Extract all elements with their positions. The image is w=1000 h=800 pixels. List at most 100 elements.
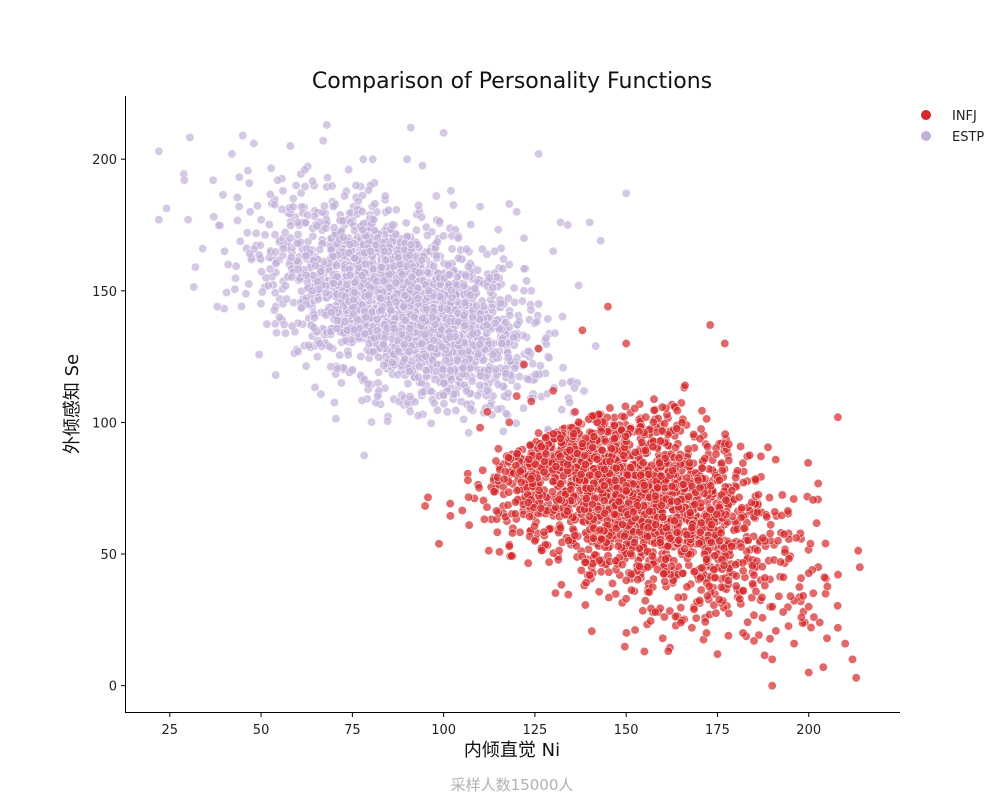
scatter-point-infj <box>504 541 514 551</box>
scatter-point-infj <box>778 572 788 582</box>
scatter-point-infj <box>526 396 536 406</box>
scatter-point-infj <box>539 467 549 477</box>
scatter-point-infj <box>685 458 695 468</box>
scatter-point-infj <box>650 491 660 501</box>
scatter-point-infj <box>726 541 736 551</box>
scatter-point-estp <box>209 212 219 222</box>
scatter-point-infj <box>638 606 648 616</box>
scatter-point-estp <box>329 223 339 233</box>
scatter-point-estp <box>369 225 379 235</box>
scatter-point-estp <box>534 149 544 159</box>
scatter-point-infj <box>649 394 659 404</box>
scatter-point-infj <box>643 562 653 572</box>
scatter-point-infj <box>597 445 607 455</box>
scatter-point-infj <box>789 639 799 649</box>
scatter-point-estp <box>418 314 428 324</box>
scatter-point-estp <box>490 318 500 328</box>
scatter-point-estp <box>476 371 486 381</box>
scatter-point-estp <box>312 352 322 362</box>
scatter-point-estp <box>360 329 370 339</box>
scatter-point-estp <box>501 317 511 327</box>
scatter-point-infj <box>659 569 669 579</box>
scatter-point-infj <box>607 444 617 454</box>
scatter-point-infj <box>696 518 706 528</box>
scatter-point-infj <box>550 588 560 598</box>
scatter-point-estp <box>220 246 230 256</box>
scatter-point-infj <box>749 570 759 580</box>
scatter-point-estp <box>432 251 442 261</box>
scatter-point-estp <box>473 349 483 359</box>
scatter-point-estp <box>278 186 288 196</box>
scatter-point-infj <box>600 508 610 518</box>
scatter-point-estp <box>473 265 483 275</box>
scatter-point-infj <box>587 626 597 636</box>
scatter-point-estp <box>406 123 416 133</box>
scatter-point-estp <box>256 215 266 225</box>
scatter-point-estp <box>541 333 551 343</box>
scatter-point-estp <box>444 270 454 280</box>
scatter-point-infj <box>767 681 777 691</box>
scatter-point-estp <box>293 264 303 274</box>
scatter-point-infj <box>621 575 631 585</box>
scatter-point-infj <box>554 546 564 556</box>
scatter-point-estp <box>234 172 244 182</box>
scatter-point-infj <box>812 518 822 528</box>
scatter-point-estp <box>522 276 532 286</box>
y-tick-label: 0 <box>109 680 117 695</box>
scatter-point-infj <box>626 585 636 595</box>
scatter-point-infj <box>594 555 604 565</box>
scatter-point-estp <box>591 341 601 351</box>
scatter-point-estp <box>512 381 522 391</box>
scatter-point-estp <box>482 386 492 396</box>
scatter-point-estp <box>519 286 529 296</box>
scatter-point-estp <box>179 175 189 185</box>
scatter-point-infj <box>585 470 595 480</box>
scatter-point-infj <box>507 551 517 561</box>
scatter-point-estp <box>475 339 485 349</box>
scatter-point-infj <box>660 554 670 564</box>
scatter-point-estp <box>445 332 455 342</box>
scatter-point-infj <box>690 499 700 509</box>
scatter-point-infj <box>620 401 630 411</box>
y-tick-label: 50 <box>100 548 117 563</box>
scatter-point-infj <box>731 560 741 570</box>
scatter-point-estp <box>482 320 492 330</box>
scatter-point-infj <box>731 473 741 483</box>
scatter-point-infj <box>700 617 710 627</box>
scatter-point-estp <box>429 398 439 408</box>
scatter-point-infj <box>648 442 658 452</box>
scatter-point-estp <box>322 173 332 183</box>
scatter-point-estp <box>162 203 172 213</box>
scatter-point-infj <box>620 642 630 652</box>
scatter-point-infj <box>655 458 665 468</box>
scatter-point-estp <box>558 363 568 373</box>
scatter-point-estp <box>231 261 241 271</box>
scatter-point-estp <box>326 307 336 317</box>
scatter-point-estp <box>227 149 237 159</box>
scatter-point-infj <box>820 538 830 548</box>
scatter-point-infj <box>482 502 492 512</box>
scatter-point-estp <box>340 317 350 327</box>
scatter-point-infj <box>554 495 564 505</box>
scatter-point-estp <box>363 290 373 300</box>
scatter-point-estp <box>328 278 338 288</box>
scatter-point-infj <box>512 449 522 459</box>
scatter-point-estp <box>287 272 297 282</box>
scatter-point-infj <box>724 439 734 449</box>
scatter-point-estp <box>345 239 355 249</box>
scatter-point-estp <box>340 335 350 345</box>
scatter-point-infj <box>510 497 520 507</box>
scatter-point-infj <box>771 455 781 465</box>
scatter-point-infj <box>737 503 747 513</box>
scatter-point-estp <box>471 301 481 311</box>
plot-area <box>154 120 865 691</box>
scatter-point-infj <box>605 403 615 413</box>
scatter-point-infj <box>756 451 766 461</box>
scatter-point-infj <box>764 493 774 503</box>
scatter-point-infj <box>580 451 590 461</box>
scatter-point-infj <box>672 406 682 416</box>
chart-title: Comparison of Personality Functions <box>312 69 712 94</box>
scatter-point-infj <box>630 403 640 413</box>
scatter-point-infj <box>593 469 603 479</box>
scatter-point-infj <box>796 573 806 583</box>
